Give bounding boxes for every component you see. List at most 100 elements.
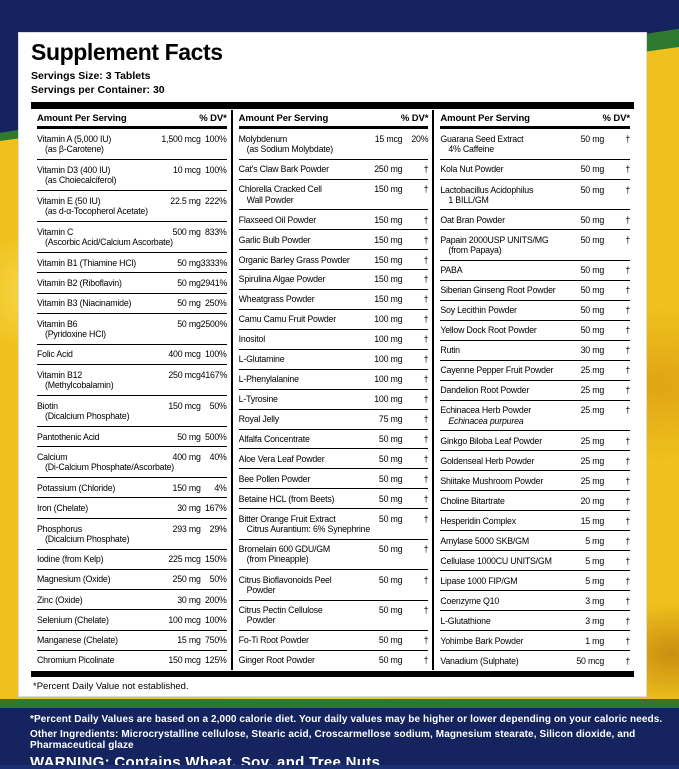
divider-bar-top <box>31 102 634 110</box>
ingredient-dv-value: † <box>625 405 631 416</box>
ingredient-amount: 50 mg <box>580 184 605 195</box>
ingredient-amount: 250 mg <box>172 574 201 585</box>
ingredient-dv-value: † <box>423 473 429 484</box>
ingredient-dv-value: † <box>423 254 429 265</box>
ingredient-row: Vitamin A (5,000 IU) 1,500 mcg 100% (as β-C… <box>37 129 227 159</box>
ingredient-amount: 100 mg <box>374 334 403 345</box>
ingredient-name: Coenzyme Q10 <box>440 595 500 606</box>
ingredient-row: Cat's Claw Bark Powder 250 mg † <box>238 158 429 179</box>
footer-dv-note: *Percent Daily Values are based on a 2,0… <box>30 714 663 725</box>
ingredient-dv-value: 2941% <box>200 277 228 288</box>
ingredient-name: Zinc (Oxide) <box>37 594 83 605</box>
ingredient-amount: 400 mcg <box>168 349 201 360</box>
ingredient-name: Oat Bran Powder <box>440 214 505 225</box>
ingredient-row: Bitter Orange Fruit Extract 50 mg † Citrus … <box>238 508 429 538</box>
ingredient-subname: (as Sodium Molybdate) <box>246 144 333 155</box>
ingredient-amount: 5 mg <box>585 555 605 566</box>
ingredient-dv-value: † <box>625 385 631 396</box>
ingredient-row: Yohimbe Bark Powder 1 mg † <box>440 630 630 650</box>
ingredient-row: Lipase 1000 FIP/GM 5 mg † <box>440 570 630 590</box>
ingredient-amount: 50 mg <box>378 433 403 444</box>
ingredient-amount: 50 mg <box>378 574 403 585</box>
panel-title: Supplement Facts <box>31 39 223 65</box>
ingredient-amount: 50 mg <box>378 605 403 616</box>
ingredient-name: Citrus Pectin Cellulose <box>238 605 323 616</box>
footer-bottom-edge <box>0 765 679 769</box>
ingredient-name: Yohimbe Bark Powder <box>440 635 524 646</box>
ingredient-amount: 250 mg <box>374 164 403 175</box>
ingredient-amount: 20 mg <box>580 495 605 506</box>
ingredient-row: Papain 2000USP UNITS/MG 50 mg † (from Papay… <box>440 229 630 260</box>
ingredient-row: Guarana Seed Extract 50 mg † 4% Caffeine <box>440 129 630 159</box>
ingredient-amount: 50 mg <box>177 257 201 268</box>
ingredient-name: Chlorella Cracked Cell <box>238 184 322 195</box>
ingredient-amount: 100 mg <box>374 394 403 405</box>
ingredient-name: Cayenne Pepper Fruit Powder <box>440 365 554 376</box>
ingredient-dv-value: † <box>423 314 429 325</box>
ingredient-name: Potassium (Chloride) <box>37 482 116 493</box>
ingredient-dv-value: 833% <box>204 227 227 238</box>
ingredient-subname: (as d-α-Tocopherol Acetate) <box>45 206 148 217</box>
ingredient-name: Hesperidin Complex <box>440 515 516 526</box>
ingredient-dv-value: 50% <box>209 400 227 411</box>
ingredient-name: Iron (Chelate) <box>37 502 88 513</box>
column-header: Amount Per Serving % DV* <box>440 110 630 130</box>
ingredient-row: Calcium 400 mg 40% (Di-Calcium Phosphate/As… <box>37 446 227 477</box>
ingredient-dv-value: † <box>625 325 631 336</box>
ingredient-amount: 50 mg <box>580 134 605 145</box>
ingredient-dv-value: † <box>625 455 631 466</box>
ingredient-amount: 50 mg <box>580 164 605 175</box>
ingredient-amount: 50 mg <box>177 277 201 288</box>
ingredient-amount: 25 mg <box>580 435 605 446</box>
ingredient-name: Vitamin D3 (400 IU) <box>37 165 111 176</box>
ingredient-row: Vitamin B12 250 mcg 4167% (Methylcobalamin) <box>37 364 227 395</box>
ingredient-dv-value: † <box>423 394 429 405</box>
ingredient-dv-value: † <box>423 294 429 305</box>
ingredient-dv-value: 50% <box>209 574 227 585</box>
ingredient-row: PABA 50 mg † <box>440 259 630 280</box>
ingredient-dv-value: † <box>625 655 631 666</box>
ingredient-dv-value: † <box>625 515 631 526</box>
ingredient-row: Vitamin D3 (400 IU) 10 mcg 100% (as Choieca… <box>37 159 227 190</box>
ingredient-amount: 25 mg <box>580 365 605 376</box>
ingredient-name: Ginkgo Biloba Leaf Powder <box>440 435 542 446</box>
ingredient-dv-value: † <box>625 345 631 356</box>
ingredient-subname: (Pyridoxine HCl) <box>45 328 106 339</box>
ingredient-row: L-Phenylalanine 100 mg † <box>238 368 429 389</box>
ingredient-row: Vanadium (Sulphate) 50 mcg † <box>440 650 630 670</box>
ingredient-name: Phosphorus <box>37 523 82 534</box>
ingredient-name: Dandelion Root Powder <box>440 385 530 396</box>
ingredient-dv-value: † <box>625 495 631 506</box>
ingredient-name: Choline Bitartrate <box>440 495 505 506</box>
ingredient-name: Ginger Root Powder <box>238 655 315 666</box>
ingredient-subname: (Dicalcium Phosphate) <box>45 533 130 544</box>
ingredient-row: Siberian Ginseng Root Powder 50 mg † <box>440 279 630 300</box>
ingredient-amount: 50 mg <box>580 214 605 225</box>
ingredients-column-2: Amount Per Serving % DV* Molybdenum 15 mc… <box>230 110 433 670</box>
ingredient-amount: 50 mg <box>580 235 605 246</box>
ingredient-dv-value: † <box>423 234 429 245</box>
ingredient-name: L-Glutathione <box>440 615 491 626</box>
ingredient-subname: Citrus Aurantium: 6% Synephrine <box>246 524 371 535</box>
ingredient-amount: 100 mcg <box>168 614 201 625</box>
ingredient-amount: 75 mg <box>378 414 403 425</box>
ingredient-dv-value: † <box>423 184 429 195</box>
ingredient-row: Alfalfa Concentrate 50 mg † <box>238 428 429 449</box>
ingredient-row: Lactobacillus Acidophilus 50 mg † 1 BILL/GM <box>440 178 630 210</box>
ingredient-name: Echinacea Herb Powder <box>440 405 532 416</box>
ingredient-row: Organic Barley Grass Powder 150 mg † <box>238 249 429 269</box>
ingredient-row: Iron (Chelate) 30 mg 167% <box>37 497 227 517</box>
ingredient-dv-value: 3333% <box>200 257 228 268</box>
ingredient-amount: 30 mg <box>177 502 201 513</box>
ingredient-name: Garlic Bulb Powder <box>238 234 311 245</box>
ingredient-row: Zinc (Oxide) 30 mg 200% <box>37 589 227 609</box>
ingredient-amount: 22.5 mg <box>170 196 201 207</box>
ingredient-row: Betaine HCL (from Beets) 50 mg † <box>238 488 429 508</box>
ingredient-dv-value: † <box>625 635 631 646</box>
ingredient-amount: 10 mcg <box>173 165 201 176</box>
ingredient-row: Vitamin B3 (Niacinamide) 50 mg 250% <box>37 292 227 313</box>
ingredient-row: Coenzyme Q10 3 mg † <box>440 590 630 610</box>
ingredient-dv-value: 750% <box>204 635 227 646</box>
ingredient-row: Ginkgo Biloba Leaf Powder 25 mg † <box>440 430 630 450</box>
ingredient-row: Magnesium (Oxide) 250 mg 50% <box>37 568 227 589</box>
